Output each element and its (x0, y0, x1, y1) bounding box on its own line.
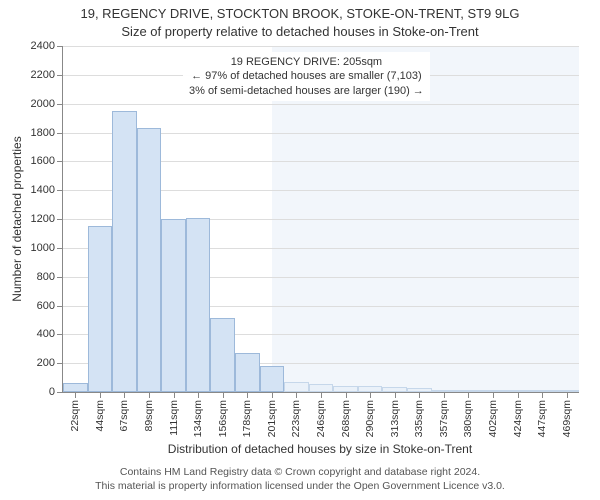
x-tick (493, 392, 494, 398)
x-tick-label: 268sqm (340, 400, 352, 437)
plot-area: 0200400600800100012001400160018002000220… (62, 46, 579, 393)
y-tick-label: 1600 (31, 155, 55, 167)
annotation-smaller: ← 97% of detached houses are smaller (7,… (189, 69, 424, 83)
grid-line (63, 46, 579, 47)
chart-title-address: 19, REGENCY DRIVE, STOCKTON BROOK, STOKE… (0, 6, 600, 21)
histogram-bar (88, 226, 113, 392)
x-tick-label: 335sqm (413, 400, 425, 437)
x-tick-label: 447sqm (536, 400, 548, 437)
x-tick-label: 134sqm (192, 400, 204, 437)
histogram-bar (309, 384, 334, 392)
x-tick (247, 392, 248, 398)
histogram-bar (260, 366, 285, 392)
x-tick (198, 392, 199, 398)
x-tick-label: 380sqm (462, 400, 474, 437)
histogram-bar (137, 128, 162, 392)
histogram-bar (63, 383, 88, 392)
x-tick-label: 89sqm (143, 400, 155, 432)
y-tick (57, 392, 63, 393)
x-tick-label: 246sqm (315, 400, 327, 437)
y-tick-label: 1000 (31, 242, 55, 254)
x-tick (518, 392, 519, 398)
y-tick (57, 277, 63, 278)
x-tick (419, 392, 420, 398)
x-tick-label: 178sqm (241, 400, 253, 437)
x-tick-label: 22sqm (69, 400, 81, 432)
x-tick (444, 392, 445, 398)
annotation-box: 19 REGENCY DRIVE: 205sqm← 97% of detache… (183, 52, 430, 101)
y-tick (57, 363, 63, 364)
y-tick-label: 800 (37, 271, 55, 283)
y-tick (57, 133, 63, 134)
grid-line (63, 104, 579, 105)
x-axis-title: Distribution of detached houses by size … (62, 442, 578, 456)
y-tick-label: 2400 (31, 40, 55, 52)
x-tick-label: 201sqm (266, 400, 278, 437)
x-tick-label: 424sqm (512, 400, 524, 437)
y-tick (57, 306, 63, 307)
x-tick (370, 392, 371, 398)
y-tick-label: 2000 (31, 98, 55, 110)
histogram-bar (112, 111, 137, 392)
y-tick (57, 161, 63, 162)
x-tick (395, 392, 396, 398)
y-tick (57, 334, 63, 335)
x-tick-label: 469sqm (561, 400, 573, 437)
histogram-bar (161, 219, 186, 392)
x-tick (296, 392, 297, 398)
histogram-bar (186, 218, 211, 392)
y-tick (57, 75, 63, 76)
y-tick-label: 1200 (31, 213, 55, 225)
y-tick (57, 219, 63, 220)
histogram-bar (284, 382, 309, 392)
x-tick (100, 392, 101, 398)
x-tick (272, 392, 273, 398)
property-size-chart: 19, REGENCY DRIVE, STOCKTON BROOK, STOKE… (0, 0, 600, 500)
x-tick (223, 392, 224, 398)
x-tick (321, 392, 322, 398)
x-tick-label: 111sqm (168, 400, 180, 436)
annotation-subject: 19 REGENCY DRIVE: 205sqm (189, 55, 424, 69)
y-axis-title: Number of detached properties (10, 46, 24, 392)
histogram-bar (210, 318, 235, 392)
x-tick-label: 290sqm (364, 400, 376, 437)
y-tick (57, 248, 63, 249)
x-tick (149, 392, 150, 398)
x-tick (124, 392, 125, 398)
y-tick-label: 200 (37, 357, 55, 369)
x-tick-label: 402sqm (487, 400, 499, 437)
histogram-bar (235, 353, 260, 392)
x-tick (75, 392, 76, 398)
x-tick-label: 313sqm (389, 400, 401, 437)
x-tick (542, 392, 543, 398)
x-tick (346, 392, 347, 398)
y-tick (57, 190, 63, 191)
y-tick-label: 400 (37, 328, 55, 340)
x-tick-label: 67sqm (118, 400, 130, 432)
x-tick (468, 392, 469, 398)
footer-licence: This material is property information li… (0, 480, 600, 492)
y-tick-label: 1800 (31, 127, 55, 139)
x-tick (174, 392, 175, 398)
x-tick-label: 223sqm (290, 400, 302, 437)
y-tick-label: 600 (37, 300, 55, 312)
annotation-larger: 3% of semi-detached houses are larger (1… (189, 84, 424, 98)
footer-copyright: Contains HM Land Registry data © Crown c… (0, 466, 600, 478)
y-tick (57, 104, 63, 105)
y-tick-label: 0 (49, 386, 55, 398)
chart-subtitle: Size of property relative to detached ho… (0, 24, 600, 39)
y-tick-label: 2200 (31, 69, 55, 81)
y-tick-label: 1400 (31, 184, 55, 196)
y-tick (57, 46, 63, 47)
x-tick-label: 44sqm (94, 400, 106, 432)
x-tick-label: 357sqm (438, 400, 450, 437)
x-tick-label: 156sqm (217, 400, 229, 437)
x-tick (567, 392, 568, 398)
